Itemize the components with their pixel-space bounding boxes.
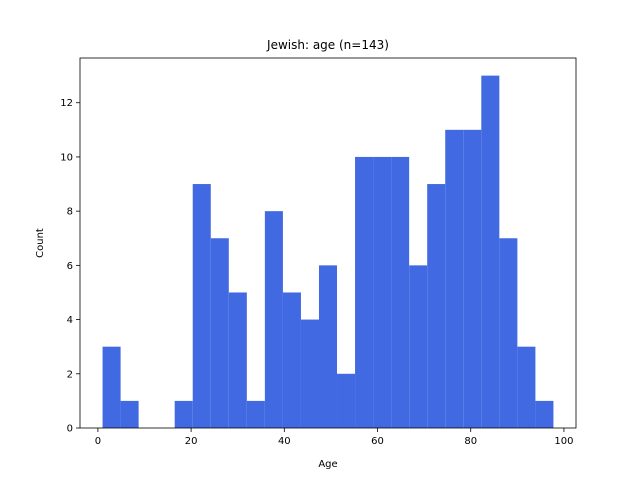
histogram-bar-16 [391,156,410,428]
histogram-bar-6 [210,238,229,428]
histogram-bar-4 [174,400,193,428]
y-tick-label: 8 [67,207,73,218]
y-axis-ticks: 0 2 4 6 8 10 12 [60,98,80,435]
histogram-bar-17 [409,265,428,428]
y-tick-label: 2 [67,369,73,380]
y-axis-title: Count [35,228,46,258]
histogram-bar-8 [246,400,265,428]
y-tick-label: 12 [60,98,73,109]
histogram-bar-13 [337,373,356,428]
histogram-bar-22 [499,238,518,428]
histogram-bar-0 [102,346,121,428]
bars-group [102,75,554,429]
x-tick-label: 20 [185,436,198,447]
histogram-bar-5 [192,184,211,428]
histogram-bar-11 [300,319,319,428]
y-tick-label: 4 [67,315,73,326]
histogram-bar-20 [463,129,482,429]
y-tick-label: 0 [67,424,73,435]
y-tick-label: 6 [67,261,73,272]
x-tick-label: 40 [278,436,291,447]
histogram-bar-9 [264,211,283,428]
histogram-bar-21 [481,75,500,428]
histogram-bar-12 [318,265,338,428]
y-tick-label: 10 [60,152,73,163]
histogram-bar-15 [373,156,392,428]
histogram-bar-1 [120,400,139,428]
histogram-bar-24 [535,400,554,428]
histogram-bar-18 [427,184,446,428]
histogram-bar-14 [355,156,374,428]
histogram-bar-23 [517,346,536,428]
histogram-bar-7 [228,292,247,428]
x-tick-label: 60 [371,436,384,447]
x-tick-label: 0 [95,436,101,447]
histogram-bar-10 [282,292,301,428]
histogram-bar-19 [445,129,464,429]
x-axis-title: Age [318,459,337,470]
x-tick-label: 80 [464,436,477,447]
x-axis-ticks: 0 20 40 60 80 100 [95,428,573,447]
x-tick-label: 100 [554,436,573,447]
chart-title: Jewish: age (n=143) [266,38,389,52]
plot-area-frame [79,57,577,429]
